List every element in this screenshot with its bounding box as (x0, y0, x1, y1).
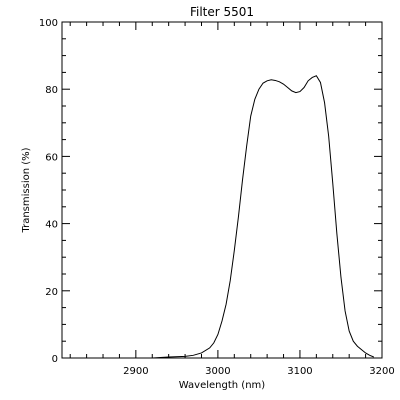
y-tick-label: 100 (39, 18, 58, 29)
x-tick-label: 2900 (123, 366, 148, 377)
y-axis-label: Transmission (%) (21, 147, 32, 233)
y-tick-label: 40 (45, 220, 58, 231)
x-tick-label: 3200 (369, 366, 394, 377)
plot-frame (61, 21, 383, 359)
chart-title: Filter 5501 (190, 5, 254, 19)
transmission-curve (62, 75, 374, 359)
y-tick-label: 20 (45, 287, 58, 298)
y-tick-label: 80 (45, 85, 58, 96)
x-axis-label: Wavelength (nm) (179, 380, 265, 391)
y-tick-label: 0 (52, 354, 58, 365)
x-tick-label: 3100 (287, 366, 312, 377)
y-tick-label: 60 (45, 152, 58, 163)
plot-area: 2900 3000 3100 3200 0 20 40 60 80 100 (39, 18, 395, 377)
x-tick-label: 3000 (205, 366, 230, 377)
